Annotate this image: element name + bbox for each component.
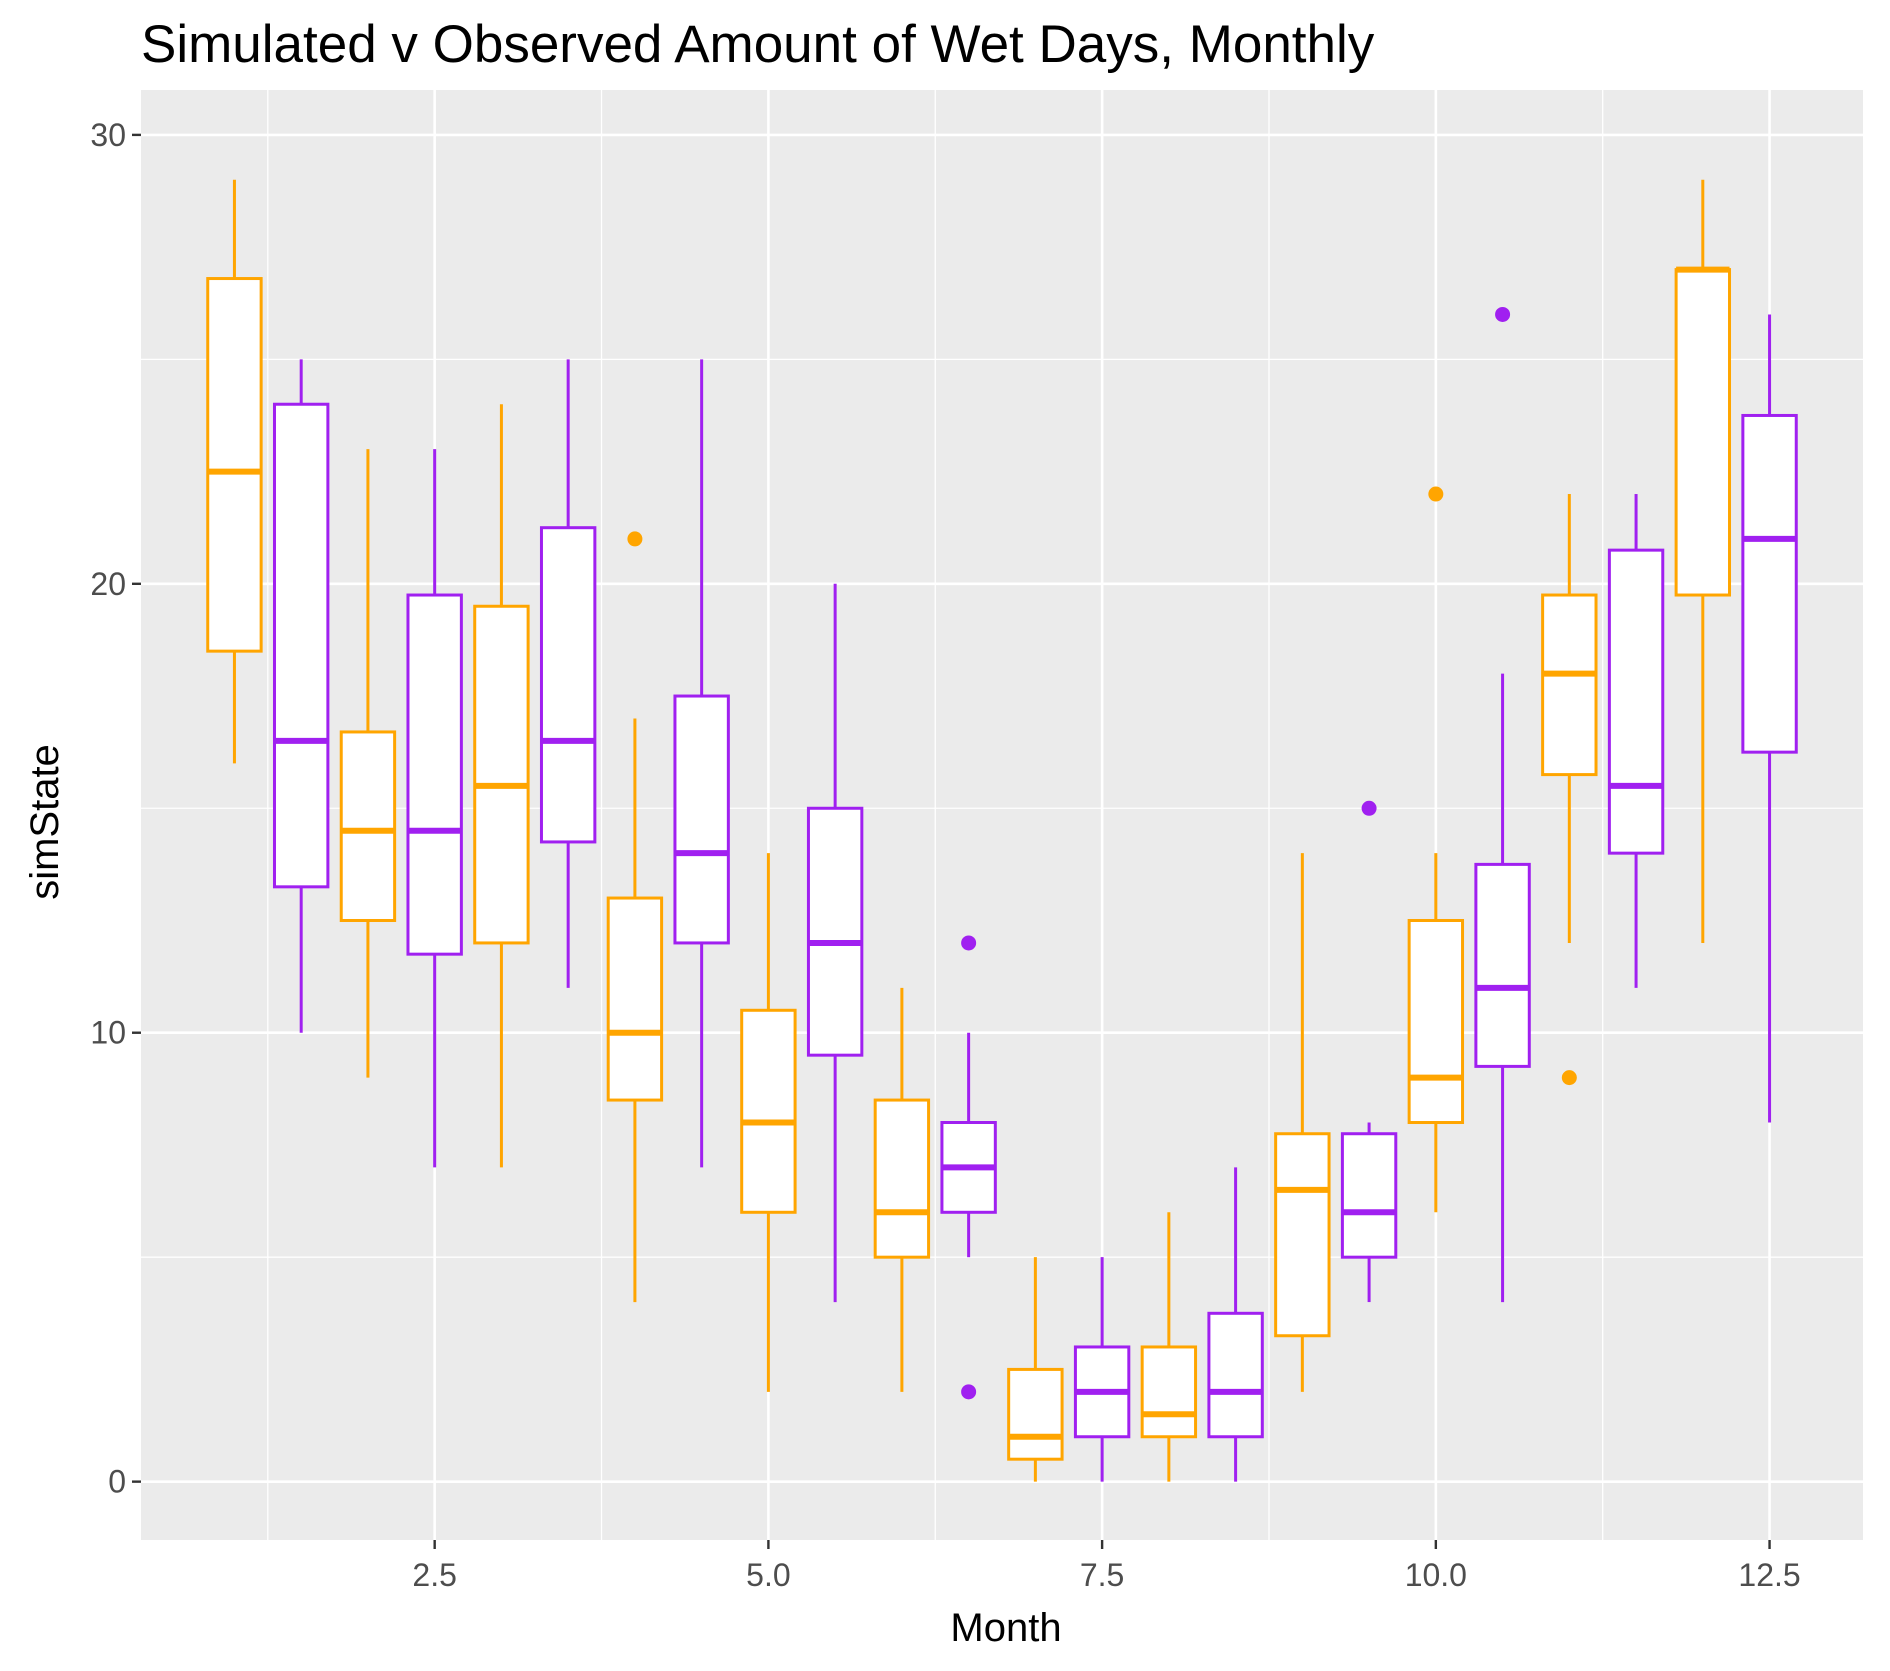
- box: [1274, 853, 1331, 1392]
- box: [606, 531, 664, 1303]
- box: [740, 853, 797, 1392]
- outlier-point: [1428, 486, 1444, 502]
- box: [539, 359, 597, 988]
- x-tick-label: 10.0: [1405, 1557, 1467, 1593]
- box: [1007, 1257, 1064, 1482]
- y-tick-label: 10: [90, 1015, 126, 1051]
- box: [806, 583, 864, 1303]
- box-series: [206, 179, 1798, 1482]
- y-tick-label: 20: [90, 566, 126, 602]
- box-body: [539, 526, 597, 844]
- box-body: [1741, 413, 1798, 754]
- box: [1407, 486, 1465, 1213]
- y-axis-title: simState: [23, 744, 67, 900]
- outlier-point: [627, 531, 643, 547]
- x-axis-title: Month: [950, 1606, 1061, 1650]
- box: [1073, 1257, 1131, 1482]
- box: [406, 449, 463, 1168]
- box-body: [406, 593, 463, 956]
- box-body: [1274, 1132, 1331, 1338]
- box: [473, 404, 530, 1168]
- box-body: [740, 1008, 797, 1214]
- box-body: [1140, 1345, 1198, 1439]
- box: [1541, 494, 1598, 1086]
- outlier-point: [1495, 306, 1511, 322]
- box-body: [1407, 918, 1465, 1125]
- box-body: [1207, 1311, 1264, 1439]
- x-tick-label: 12.5: [1738, 1557, 1800, 1593]
- box: [1340, 800, 1398, 1303]
- outlier-point: [1361, 800, 1377, 816]
- box-body: [1541, 593, 1598, 777]
- box: [673, 359, 730, 1168]
- box: [1140, 1212, 1198, 1482]
- x-axis: 2.5 5.0 7.5 10.0 12.5: [412, 1540, 1801, 1593]
- x-tick-label: 7.5: [1080, 1557, 1124, 1593]
- box: [940, 935, 997, 1400]
- box-body: [1607, 548, 1665, 855]
- box-body: [606, 896, 664, 1102]
- y-axis: 0 10 20 30: [90, 117, 141, 1500]
- box: [1607, 494, 1665, 988]
- y-tick-label: 0: [108, 1464, 126, 1500]
- y-tick-label: 30: [90, 117, 126, 153]
- plot-panel: [141, 90, 1863, 1540]
- gridlines: [141, 90, 1863, 1540]
- box-body: [1007, 1367, 1064, 1461]
- box-body: [1674, 268, 1732, 597]
- box-body: [1474, 862, 1531, 1068]
- outlier-point: [1561, 1070, 1577, 1086]
- box: [873, 987, 931, 1392]
- box: [1741, 314, 1798, 1123]
- box: [339, 449, 397, 1078]
- box-body: [339, 730, 397, 922]
- box-body: [673, 694, 730, 945]
- x-tick-label: 2.5: [412, 1557, 456, 1593]
- box-body: [473, 604, 530, 945]
- box-body: [873, 1098, 931, 1259]
- box-body: [1340, 1132, 1398, 1259]
- box-body: [806, 806, 864, 1057]
- box: [1207, 1167, 1264, 1482]
- chart-title: Simulated v Observed Amount of Wet Days,…: [141, 15, 1375, 74]
- box: [206, 179, 263, 764]
- box: [1474, 306, 1531, 1303]
- outlier-point: [961, 1384, 977, 1400]
- outlier-point: [961, 935, 977, 951]
- box: [1674, 179, 1732, 943]
- box-body: [272, 402, 330, 889]
- box: [272, 359, 330, 1033]
- box-body: [206, 277, 263, 653]
- x-tick-label: 5.0: [746, 1557, 790, 1593]
